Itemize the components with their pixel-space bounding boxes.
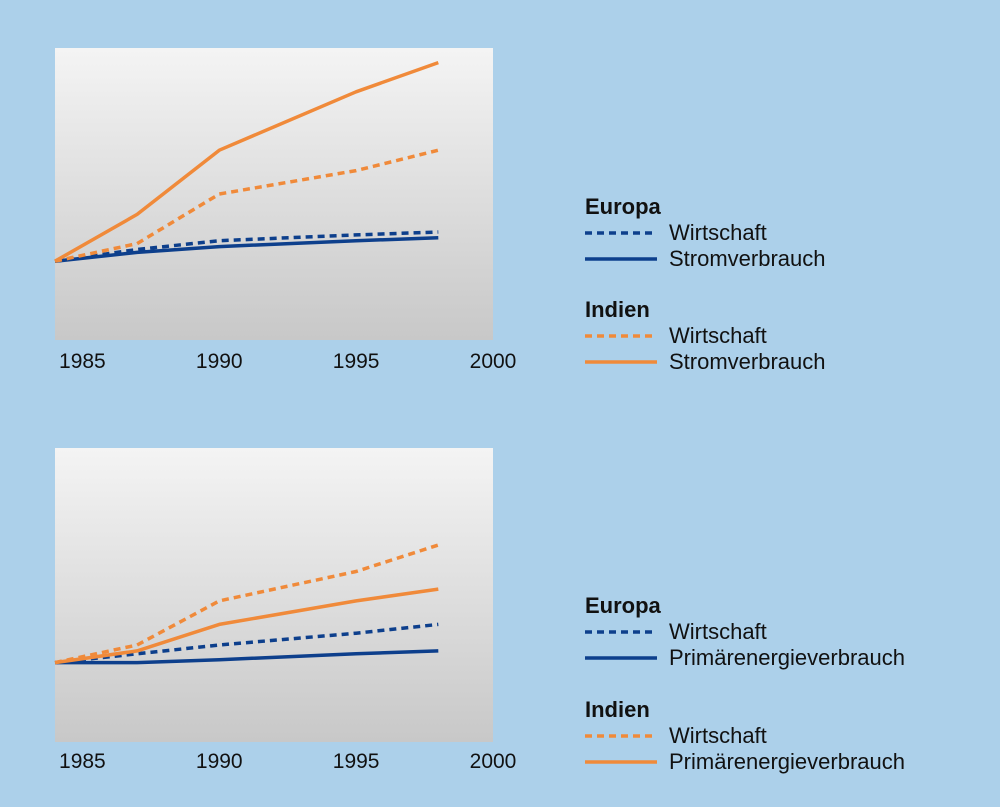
series-line-europa-wirtschaft	[54, 622, 439, 665]
legend-label: Primärenergieverbrauch	[669, 645, 905, 670]
x-tick-label-2000: 2000	[470, 750, 517, 773]
legend-label: Stromverbrauch	[669, 349, 826, 374]
legend-label: Wirtschaft	[669, 723, 767, 748]
series-line-indien-prim-renergieverbrauch	[54, 587, 439, 665]
x-tick-label-1985: 1985	[59, 350, 106, 373]
x-tick-label-1995: 1995	[333, 350, 380, 373]
x-tick-label-2000: 2000	[470, 350, 517, 373]
legend-group-title-indien: Indien	[585, 297, 650, 322]
series-line-europa-prim-renergieverbrauch	[55, 649, 439, 665]
legend-label: Stromverbrauch	[669, 246, 826, 271]
series-line-indien-stromverbrauch	[54, 60, 439, 263]
legend-label: Wirtschaft	[669, 220, 767, 245]
legend-group-title-europa: Europa	[585, 194, 662, 219]
x-tick-label-1990: 1990	[196, 750, 243, 773]
x-tick-label-1995: 1995	[333, 750, 380, 773]
legend-label: Wirtschaft	[669, 323, 767, 348]
series-line-europa-wirtschaft	[54, 230, 439, 263]
series-line-europa-stromverbrauch	[54, 236, 439, 263]
x-tick-label-1985: 1985	[59, 750, 106, 773]
x-tick-label-1990: 1990	[196, 350, 243, 373]
legend-label: Primärenergieverbrauch	[669, 749, 905, 774]
chart-primaerenergieverbrauch: 1985 1990 1995 2000EuropaWirtschaftPrimären…	[54, 448, 905, 774]
legend-group-title-europa: Europa	[585, 593, 662, 618]
plot-area	[55, 448, 493, 742]
chart-stromverbrauch: 1985 1990 1995 2000EuropaWirtschaftStromver…	[54, 48, 826, 374]
legend-group-title-indien: Indien	[585, 697, 650, 722]
legend-label: Wirtschaft	[669, 619, 767, 644]
plot-area	[55, 48, 493, 340]
